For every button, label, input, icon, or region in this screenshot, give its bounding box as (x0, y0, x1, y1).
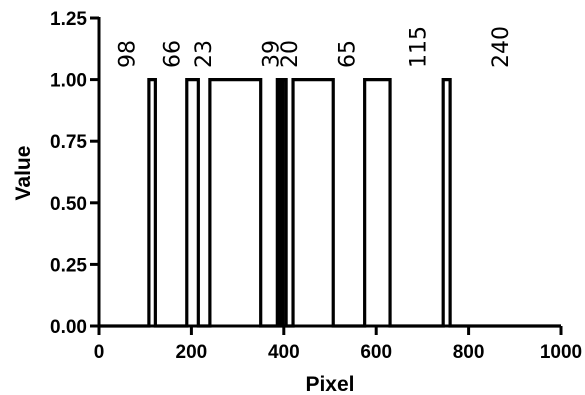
x-tick-label: 600 (360, 342, 392, 363)
pulse-gap-label: 66 (160, 40, 185, 68)
pulse-2 (187, 80, 199, 326)
pulse-4 (277, 80, 280, 326)
x-tick-label: 0 (94, 342, 105, 363)
pulse-gap-label: 20 (278, 40, 303, 68)
axes: 0.00 0.25 0.50 0.75 1.00 1.25 0 200 400 600 800 100… (50, 9, 582, 363)
pulse-gap-label: 98 (116, 40, 141, 68)
pulse-6 (293, 80, 333, 326)
pulse-5 (283, 80, 286, 326)
y-tick-label: 0.00 (50, 317, 87, 338)
pulse-gap-label: 240 (489, 26, 514, 68)
x-tick-label: 800 (453, 342, 485, 363)
pulse-gap-label: 115 (407, 26, 432, 68)
pulse-7 (365, 80, 390, 326)
pulse-gap-label: 23 (192, 40, 217, 68)
pulse-gap-label: 39 (259, 40, 284, 68)
y-axis-title: Value (12, 146, 35, 201)
pulse-8 (443, 80, 450, 326)
y-tick-label: 1.25 (50, 9, 87, 30)
pulse-3 (210, 80, 261, 326)
x-axis-title: Pixel (305, 373, 354, 395)
x-tick-label: 1000 (540, 342, 582, 363)
y-tick-label: 0.50 (50, 194, 87, 215)
pulse-gap-label: 65 (336, 40, 361, 68)
y-tick-label: 1.00 (50, 71, 87, 92)
pulse-1 (149, 80, 155, 326)
y-tick-label: 0.75 (50, 132, 87, 153)
x-tick-label: 200 (176, 342, 208, 363)
x-tick-label: 400 (268, 342, 300, 363)
y-tick-label: 0.25 (50, 255, 87, 276)
